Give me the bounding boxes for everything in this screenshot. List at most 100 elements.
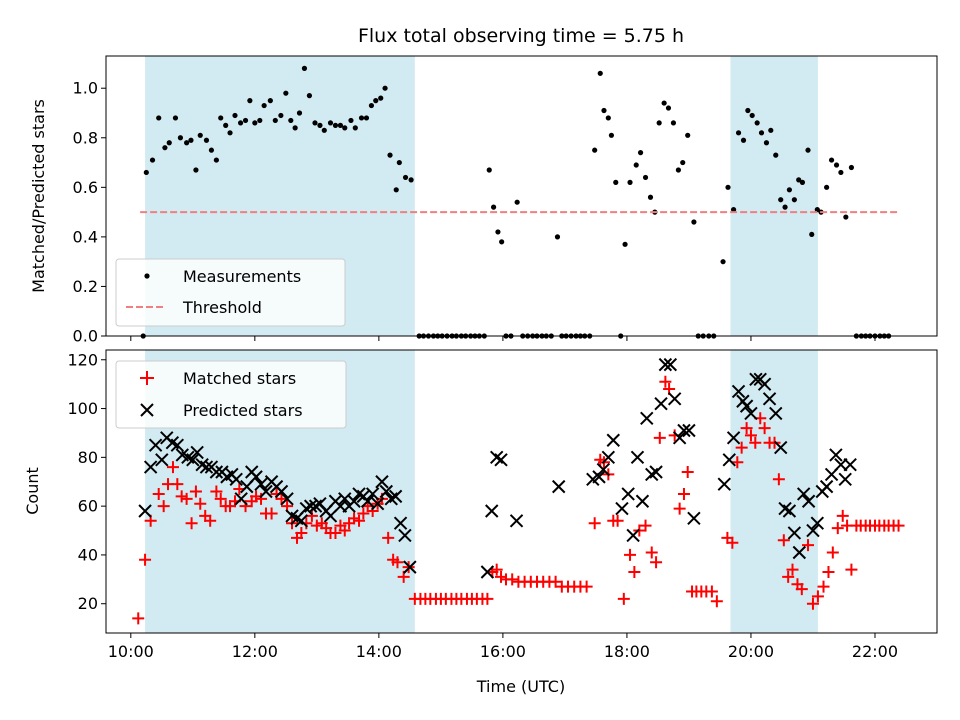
matched-star-point [152, 487, 165, 500]
ratio-legend-box [115, 258, 346, 327]
measurement-point [387, 152, 393, 158]
matched-star-point [490, 563, 503, 576]
measurement-point [247, 98, 253, 104]
predicted-star-point [388, 489, 403, 504]
measurement-point [283, 90, 289, 96]
measurement-point [637, 150, 644, 156]
ratio-x-ticks [130, 336, 876, 341]
y-tick-label: 20 [78, 594, 98, 613]
legend-predicted-label: Predicted stars [183, 401, 303, 420]
predicted-star-point [722, 453, 736, 467]
count-y-axis: 20 40 60 80 100 120 [67, 350, 106, 613]
predicted-star-point [606, 433, 620, 447]
measurement-point [613, 179, 619, 185]
measurement-point [749, 112, 755, 119]
predicted-star-point [635, 494, 650, 508]
measurement-point [267, 98, 273, 104]
matched-star-point [758, 422, 771, 435]
predicted-star-point [787, 526, 802, 540]
measurement-point [166, 140, 172, 146]
matched-star-point [166, 461, 179, 474]
measurement-point [843, 214, 849, 220]
predicted-star-point [249, 470, 263, 484]
matched-star-point [681, 465, 694, 478]
measurement-point [393, 187, 399, 193]
x-tick-label: 20:00 [728, 642, 774, 661]
predicted-star-point [360, 494, 375, 508]
matched-star-point [777, 534, 790, 547]
matched-star-point [180, 492, 193, 505]
predicted-star-point [640, 411, 654, 426]
matched-star-point [624, 548, 637, 561]
measurement-point [213, 157, 219, 163]
measurement-point [218, 115, 224, 121]
count-panel: 20 40 60 80 100 120 10:00 12:00 14:00 16:00 18:00… [23, 349, 938, 696]
matched-star-point [628, 566, 641, 579]
measurement-point [554, 234, 561, 240]
measurement-point [691, 219, 697, 225]
matched-star-point [744, 429, 757, 442]
x-tick-label: 18:00 [604, 642, 650, 661]
predicted-star-point [494, 453, 508, 467]
predicted-star-point [672, 431, 687, 445]
matched-star-point [653, 431, 666, 444]
measurement-point [306, 93, 313, 99]
measurement-point [763, 140, 770, 146]
x-tick-label: 12:00 [232, 642, 278, 661]
predicted-star-point [717, 477, 731, 491]
matched-star-point [731, 456, 744, 469]
measurement-point [312, 120, 318, 126]
matched-star-point [639, 519, 652, 532]
predicted-star-point [393, 516, 408, 530]
measurement-point [396, 159, 402, 166]
measurement-point [232, 112, 238, 119]
measurement-point [809, 231, 815, 238]
matched-star-point [811, 590, 824, 603]
predicted-star-point [347, 494, 361, 508]
measurement-point [486, 167, 492, 173]
matched-star-point [892, 519, 905, 532]
predicted-star-point [757, 377, 772, 391]
predicted-star-point [234, 492, 248, 506]
measurement-point [833, 162, 840, 168]
measurement-point [408, 177, 414, 183]
matched-star-point [726, 536, 739, 549]
ratio-plot-frame [105, 55, 938, 337]
measurement-point [828, 157, 835, 163]
predicted-star-point [615, 501, 629, 516]
measurement-point [203, 137, 210, 143]
y-tick-label: 0.4 [73, 227, 98, 246]
y-tick-label: 120 [67, 350, 98, 369]
measurement-point [177, 135, 184, 141]
measurement-point [773, 152, 779, 158]
predicted-star-point [667, 392, 682, 406]
y-tick-label: 1.0 [73, 79, 98, 98]
measurement-point [597, 70, 603, 76]
predicted-star-point [592, 470, 606, 484]
predicted-star-point [731, 384, 746, 399]
matched-star-point [382, 531, 395, 544]
measurement-point [272, 117, 278, 124]
matched-star-point [836, 509, 849, 522]
matched-star-point [295, 526, 308, 539]
predicted-star-point [148, 438, 163, 452]
matched-star-point [845, 563, 858, 576]
measurement-point [605, 115, 611, 121]
measurement-point [382, 85, 388, 91]
matched-star-point [185, 517, 198, 530]
matched-star-point [265, 507, 278, 520]
predicted-star-point [796, 487, 811, 501]
predicted-star-point [294, 514, 309, 528]
predicted-star-point [379, 484, 394, 499]
measurement-point [633, 162, 639, 168]
matched-star-point [749, 436, 762, 449]
legend-measurements-label: Measurements [183, 267, 301, 286]
matched-star-point [506, 573, 519, 586]
measurement-point [592, 147, 598, 153]
measurement-point [242, 117, 249, 124]
ratio-y-axis-label: Matched/Predicted stars [29, 99, 48, 293]
measurement-point [184, 140, 190, 146]
measurement-point [814, 207, 820, 213]
legend-threshold-label: Threshold [182, 298, 262, 317]
matched-star-point [782, 570, 795, 583]
